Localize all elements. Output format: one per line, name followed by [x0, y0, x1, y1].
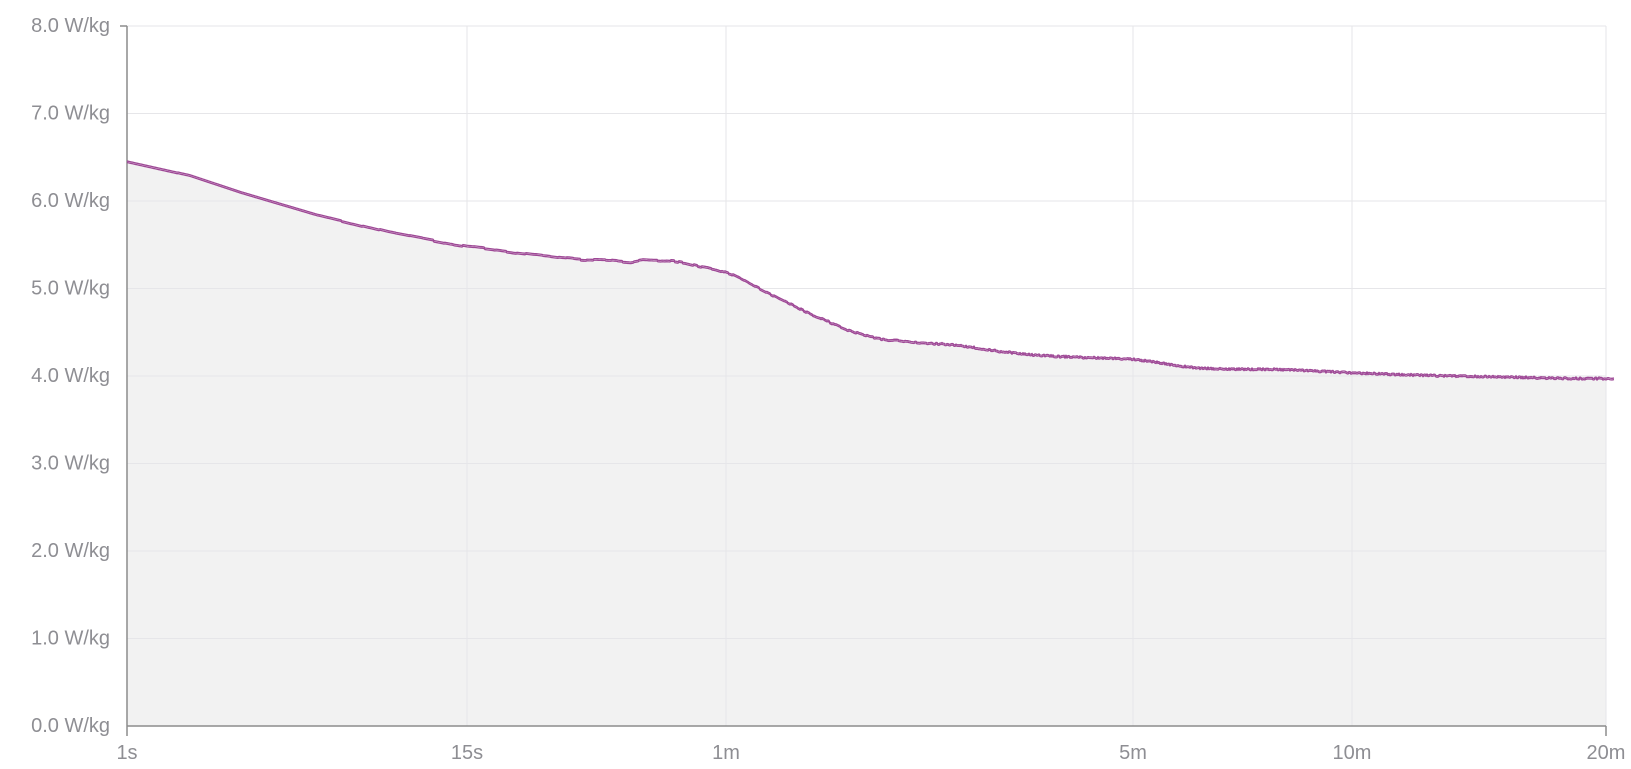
svg-text:2.0 W/kg: 2.0 W/kg — [31, 540, 110, 562]
svg-text:15s: 15s — [451, 742, 483, 764]
svg-text:3.0 W/kg: 3.0 W/kg — [31, 453, 110, 475]
svg-text:5m: 5m — [1119, 742, 1147, 764]
svg-text:5.0 W/kg: 5.0 W/kg — [31, 278, 110, 300]
svg-text:1.0 W/kg: 1.0 W/kg — [31, 628, 110, 650]
svg-text:0.0 W/kg: 0.0 W/kg — [31, 715, 110, 737]
svg-text:7.0 W/kg: 7.0 W/kg — [31, 103, 110, 125]
svg-text:8.0 W/kg: 8.0 W/kg — [31, 15, 110, 37]
svg-text:10m: 10m — [1333, 742, 1372, 764]
svg-text:1m: 1m — [712, 742, 740, 764]
svg-text:1s: 1s — [116, 742, 137, 764]
svg-text:20m: 20m — [1587, 742, 1626, 764]
svg-text:6.0 W/kg: 6.0 W/kg — [31, 190, 110, 212]
svg-text:4.0 W/kg: 4.0 W/kg — [31, 365, 110, 387]
